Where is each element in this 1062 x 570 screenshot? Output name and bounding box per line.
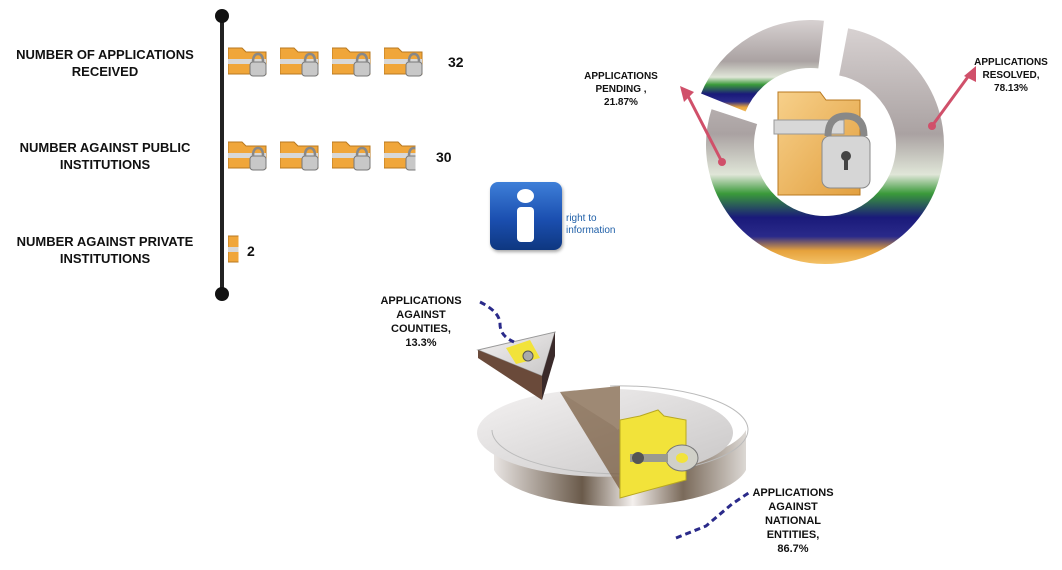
key-icon [630, 444, 699, 472]
counties-leader [479, 300, 515, 344]
folder-lock-icon [332, 47, 371, 77]
folder-lock-icon [280, 141, 319, 171]
folder-lock-icon [228, 235, 239, 263]
pie-chart-3d [476, 300, 751, 540]
timeline-bottom-dot [215, 287, 229, 301]
pie-slice-counties [476, 331, 556, 400]
folder-lock-icon [228, 47, 267, 77]
folder-lock-icon [384, 47, 423, 77]
label-counties: APPLICATIONS AGAINST COUNTIES, 13.3% [380, 295, 462, 349]
value-private: 2 [247, 243, 255, 259]
folder-lock-icon [384, 141, 416, 171]
donut-chart [680, 20, 976, 266]
resolved-pointer [928, 66, 976, 130]
pending-pointer [680, 86, 726, 166]
pictograph-bars [228, 47, 423, 263]
donut-slice-pending [698, 20, 827, 115]
folder-lock-icon [228, 141, 267, 171]
timeline-axis [215, 9, 229, 301]
rti-logo-caption: right to information [566, 213, 616, 236]
label-resolved: APPLICATIONS RESOLVED, 78.13% [974, 57, 1048, 94]
rti-logo [490, 182, 562, 250]
info-icon-bar [517, 207, 534, 242]
label-national: APPLICATIONS AGAINST NATIONAL ENTITIES, … [752, 487, 834, 555]
timeline-top-dot [215, 9, 229, 23]
info-icon-dot [517, 189, 534, 203]
label-against-public: NUMBER AGAINST PUBLIC INSTITUTIONS [19, 140, 191, 172]
label-against-private: NUMBER AGAINST PRIVATE INSTITUTIONS [16, 234, 194, 266]
folder-lock-icon [332, 141, 371, 171]
value-public: 30 [436, 149, 452, 165]
value-received: 32 [448, 54, 464, 70]
donut-slice-resolved [704, 25, 946, 266]
folder-lock-icon [773, 91, 871, 196]
label-pending: APPLICATIONS PENDING , 21.87% [584, 71, 658, 108]
label-applications-received: NUMBER OF APPLICATIONS RECEIVED [16, 47, 194, 79]
folder-lock-icon [280, 47, 319, 77]
